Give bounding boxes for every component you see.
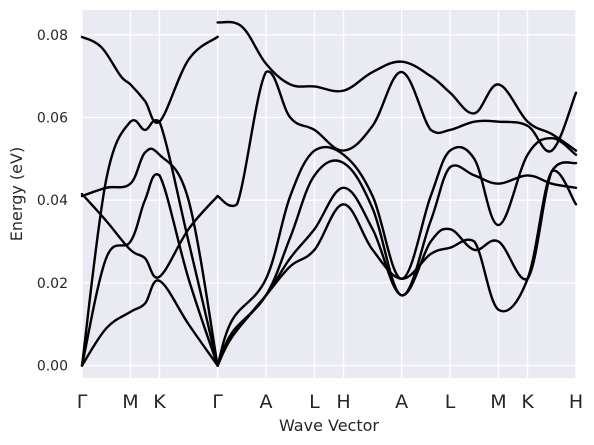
band-line [216,20,578,152]
x-axis-label: Wave Vector [279,416,379,435]
x-tick-label: H [569,391,583,413]
band-line [80,147,219,367]
x-tick-label: L [309,391,320,413]
y-axis-label: Energy (eV) [7,147,26,241]
band-line [80,119,219,367]
series-lines [80,20,578,367]
y-tick-label: 0.02 [37,276,68,292]
plot-background [82,10,576,378]
band-line [80,173,219,367]
band-line [80,279,219,367]
band-line [216,169,578,367]
x-tick-label: K [521,391,534,413]
y-tick-labels: 0.00 0.02 0.04 0.06 0.08 [37,28,68,375]
band-line [80,35,219,124]
band-line [80,192,219,279]
x-tick-label: M [122,391,138,413]
x-tick-label: M [490,391,506,413]
x-tick-label: K [153,391,166,413]
band-line [216,70,578,207]
x-tick-label: H [336,391,350,413]
x-tick-label: L [445,391,456,413]
x-tick-label: A [260,391,273,413]
y-tick-label: 0.06 [37,111,68,127]
y-tick-label: 0.04 [37,193,68,209]
x-tick-label: A [395,391,408,413]
x-tick-label: Γ [212,391,223,413]
grid-lines [81,10,577,378]
y-tick-label: 0.08 [37,28,68,44]
y-tick-label: 0.00 [37,359,68,375]
x-tick-label: Γ [77,391,88,413]
